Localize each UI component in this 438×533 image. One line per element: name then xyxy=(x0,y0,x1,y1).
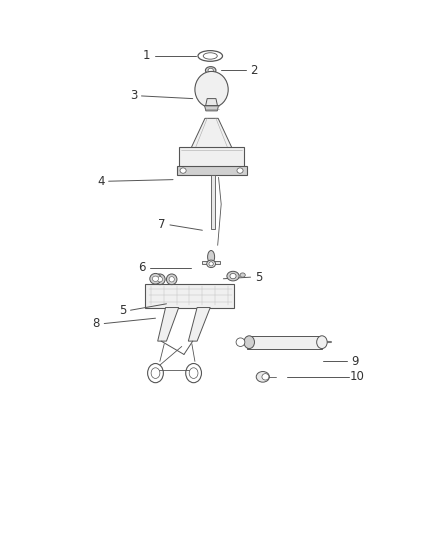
Ellipse shape xyxy=(237,168,243,173)
Polygon shape xyxy=(211,175,215,229)
Text: 1: 1 xyxy=(143,50,151,62)
Ellipse shape xyxy=(236,338,245,346)
Ellipse shape xyxy=(208,251,215,263)
Text: 8: 8 xyxy=(93,317,100,330)
Ellipse shape xyxy=(157,277,162,282)
Text: 2: 2 xyxy=(250,64,258,77)
Text: 3: 3 xyxy=(130,90,137,102)
Polygon shape xyxy=(158,308,179,341)
Ellipse shape xyxy=(205,67,216,74)
Ellipse shape xyxy=(317,336,327,349)
Ellipse shape xyxy=(166,274,177,285)
Text: 7: 7 xyxy=(158,219,166,231)
Polygon shape xyxy=(177,166,247,175)
Text: 5: 5 xyxy=(255,271,262,284)
Polygon shape xyxy=(179,147,244,169)
Ellipse shape xyxy=(155,274,165,285)
Ellipse shape xyxy=(195,71,228,108)
Text: 10: 10 xyxy=(350,370,364,383)
Polygon shape xyxy=(205,106,219,111)
Text: 5: 5 xyxy=(119,304,126,317)
Polygon shape xyxy=(191,118,233,149)
Ellipse shape xyxy=(227,271,239,281)
Polygon shape xyxy=(145,284,234,308)
Ellipse shape xyxy=(169,277,174,282)
Ellipse shape xyxy=(180,168,186,173)
Ellipse shape xyxy=(186,364,201,383)
Polygon shape xyxy=(205,99,218,107)
Ellipse shape xyxy=(209,262,213,266)
Polygon shape xyxy=(202,261,220,264)
Ellipse shape xyxy=(151,368,160,378)
Text: 9: 9 xyxy=(351,355,359,368)
Text: 6: 6 xyxy=(138,261,146,274)
Ellipse shape xyxy=(148,364,163,383)
Ellipse shape xyxy=(152,276,159,281)
Ellipse shape xyxy=(198,51,223,61)
Polygon shape xyxy=(188,308,210,341)
Ellipse shape xyxy=(262,374,269,380)
Ellipse shape xyxy=(203,53,217,59)
Ellipse shape xyxy=(208,68,213,72)
Ellipse shape xyxy=(150,273,161,284)
Ellipse shape xyxy=(207,260,215,268)
Ellipse shape xyxy=(256,372,269,382)
Polygon shape xyxy=(247,336,322,349)
Ellipse shape xyxy=(230,273,236,279)
Ellipse shape xyxy=(189,368,198,378)
Ellipse shape xyxy=(240,273,245,277)
Ellipse shape xyxy=(244,336,254,349)
Text: 4: 4 xyxy=(97,175,105,188)
